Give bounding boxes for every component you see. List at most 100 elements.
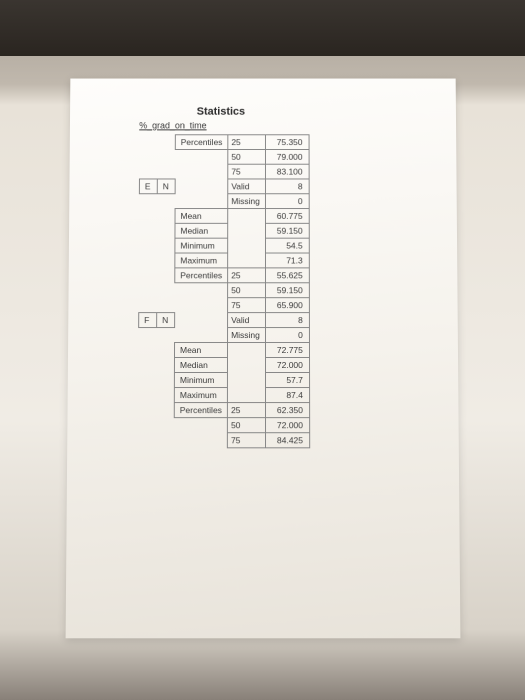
cell-group1 (138, 328, 156, 343)
cell-group2 (157, 223, 175, 238)
cell-stat-label: Maximum (174, 253, 227, 268)
table-row: 7584.425 (137, 433, 309, 448)
cell-stat-label: Median (174, 357, 227, 372)
table-row: 5079.000 (139, 149, 308, 164)
cell-group2 (156, 283, 174, 298)
cell-group2 (156, 238, 174, 253)
table-row: EN Valid8 (139, 179, 309, 194)
cell-group2: N (157, 179, 175, 194)
cell-value: 72.000 (265, 418, 309, 433)
table-row: FNValid8 (138, 313, 309, 328)
table-row: Percentiles2562.350 (138, 403, 309, 418)
cell-group2 (157, 164, 175, 179)
cell-stat-label (174, 418, 227, 433)
cell-sub-label (227, 388, 265, 403)
cell-group1 (139, 149, 157, 164)
cell-group2: N (156, 313, 174, 328)
cell-value: 55.625 (265, 268, 309, 283)
cell-value: 0 (265, 328, 309, 343)
cell-group2 (156, 298, 174, 313)
table-subtitle: %_grad_on_time (139, 121, 416, 131)
cell-sub-label: 75 (227, 298, 265, 313)
cell-sub-label: Missing (227, 328, 265, 343)
cell-stat-label (175, 179, 228, 194)
cell-group2 (157, 135, 175, 150)
cell-value: 72.775 (265, 343, 309, 358)
table-row: 5059.150 (138, 283, 308, 298)
cell-sub-label: 50 (227, 149, 264, 164)
cell-group1 (138, 373, 156, 388)
table-title: Statistics (196, 106, 416, 118)
statistics-table: Percentiles2575.3505079.0007583.100ENVal… (137, 134, 310, 448)
cell-group1 (137, 433, 155, 448)
cell-sub-label (227, 223, 265, 238)
cell-group1: E (139, 179, 157, 194)
table-row: 7565.900 (138, 298, 309, 313)
cell-sub-label: 75 (227, 433, 265, 448)
cell-stat-label (174, 313, 227, 328)
table-row: Minimum 57.7 (138, 373, 309, 388)
table-row: 5072.000 (138, 418, 309, 433)
cell-group2 (156, 357, 174, 372)
cell-sub-label (227, 343, 265, 358)
document-page: Statistics %_grad_on_time Percentiles257… (65, 79, 460, 639)
cell-group1 (138, 403, 156, 418)
cell-stat-label (175, 149, 228, 164)
cell-stat-label (174, 328, 227, 343)
cell-value: 59.150 (265, 223, 309, 238)
cell-stat-label: Percentiles (175, 135, 228, 150)
cell-stat-label: Mean (174, 343, 227, 358)
cell-group1 (139, 164, 157, 179)
cell-group1 (138, 268, 156, 283)
cell-stat-label: Minimum (174, 238, 227, 253)
table-row: Maximum71.3 (138, 253, 308, 268)
cell-group2 (157, 209, 175, 224)
cell-group2 (156, 268, 174, 283)
cell-sub-label: Valid (227, 313, 265, 328)
cell-stat-label (175, 194, 228, 209)
cell-value: 8 (265, 313, 309, 328)
cell-sub-label: Valid (227, 179, 265, 194)
cell-stat-label (174, 283, 227, 298)
cell-group2 (156, 373, 174, 388)
cell-value: 83.100 (265, 164, 309, 179)
cell-value: 75.350 (265, 135, 309, 150)
cell-sub-label (227, 253, 265, 268)
cell-value: 65.900 (265, 298, 309, 313)
cell-stat-label: Minimum (174, 373, 227, 388)
table-row: Missing0 (138, 328, 309, 343)
cell-sub-label (227, 209, 265, 224)
table-row: Median59.150 (139, 223, 309, 238)
cell-stat-label (175, 164, 228, 179)
cell-group2 (156, 328, 174, 343)
cell-value: 84.425 (265, 433, 309, 448)
cell-group2 (156, 403, 174, 418)
table-row: Minimum54.5 (139, 238, 309, 253)
cell-group2 (156, 253, 174, 268)
cell-value: 8 (265, 179, 309, 194)
table-row: Missing0 (139, 194, 309, 209)
cell-value: 79.000 (265, 149, 309, 164)
table-row: Percentiles2555.625 (138, 268, 308, 283)
cell-group1 (138, 418, 156, 433)
cell-sub-label: 75 (227, 164, 265, 179)
cell-stat-label (174, 298, 227, 313)
cell-group2 (156, 418, 174, 433)
cell-group2 (156, 433, 174, 448)
cell-group2 (156, 388, 174, 403)
cell-value: 0 (265, 194, 309, 209)
cell-value: 87.4 (265, 388, 309, 403)
cell-sub-label: Missing (227, 194, 265, 209)
cell-group2 (156, 343, 174, 358)
cell-value: 60.775 (265, 209, 309, 224)
cell-value: 62.350 (265, 403, 309, 418)
cell-sub-label: 25 (227, 135, 264, 150)
table-row: Mean60.775 (139, 209, 309, 224)
cell-stat-label: Percentiles (174, 403, 227, 418)
cell-sub-label: 50 (227, 283, 265, 298)
cell-group1 (139, 194, 157, 209)
cell-group1 (138, 357, 156, 372)
cell-group1 (138, 253, 156, 268)
cell-value: 57.7 (265, 373, 309, 388)
cell-group2 (157, 194, 175, 209)
